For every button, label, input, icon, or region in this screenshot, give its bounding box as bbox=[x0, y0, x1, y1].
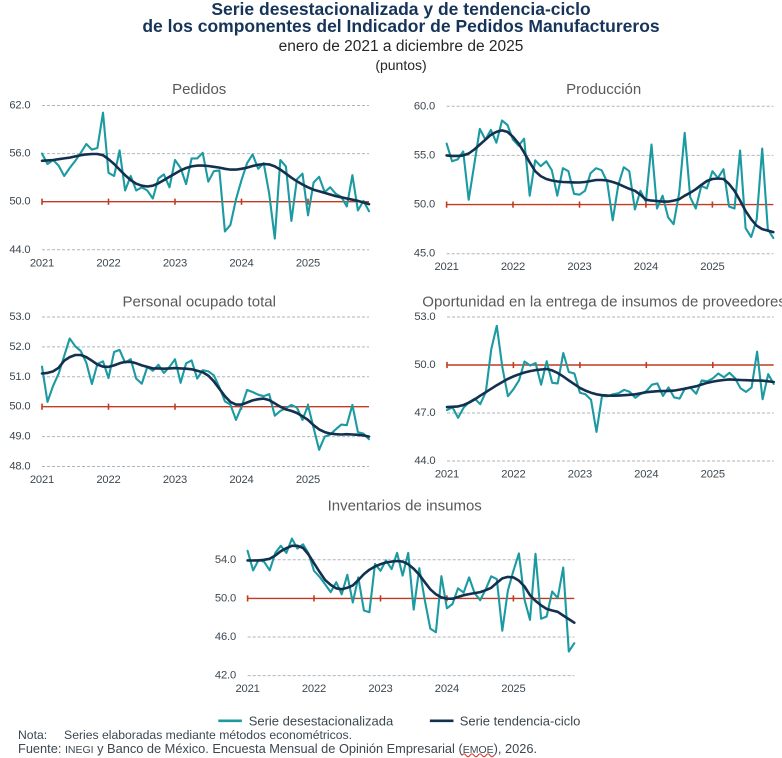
svg-text:60.0: 60.0 bbox=[414, 100, 435, 112]
svg-text:2025: 2025 bbox=[296, 474, 320, 486]
svg-text:52.0: 52.0 bbox=[9, 341, 30, 353]
svg-text:2021: 2021 bbox=[235, 683, 259, 695]
svg-text:62.0: 62.0 bbox=[9, 100, 30, 112]
svg-text:Producción: Producción bbox=[566, 81, 641, 98]
svg-text:2021: 2021 bbox=[434, 261, 458, 273]
svg-text:Oportunidad en la entrega de i: Oportunidad en la entrega de insumos de … bbox=[422, 294, 782, 311]
svg-text:2023: 2023 bbox=[568, 469, 592, 481]
svg-text:2022: 2022 bbox=[96, 474, 120, 486]
svg-text:2022: 2022 bbox=[501, 469, 525, 481]
svg-text:Pedidos: Pedidos bbox=[172, 81, 226, 98]
svg-text:47.0: 47.0 bbox=[414, 407, 435, 419]
svg-text:45.0: 45.0 bbox=[414, 248, 435, 260]
svg-text:2021: 2021 bbox=[30, 474, 54, 486]
svg-text:2024: 2024 bbox=[229, 257, 253, 269]
svg-text:49.0: 49.0 bbox=[9, 431, 30, 443]
svg-text:42.0: 42.0 bbox=[215, 670, 236, 682]
svg-text:2025: 2025 bbox=[296, 257, 320, 269]
svg-text:2022: 2022 bbox=[501, 261, 525, 273]
svg-text:2024: 2024 bbox=[435, 683, 459, 695]
svg-text:50.0: 50.0 bbox=[9, 401, 30, 413]
svg-text:2023: 2023 bbox=[163, 257, 187, 269]
svg-text:50.0: 50.0 bbox=[215, 592, 236, 604]
svg-text:53.0: 53.0 bbox=[414, 311, 435, 323]
svg-text:2022: 2022 bbox=[302, 683, 326, 695]
svg-text:55.0: 55.0 bbox=[414, 149, 435, 161]
svg-text:50.0: 50.0 bbox=[414, 199, 435, 211]
svg-text:2024: 2024 bbox=[229, 474, 253, 486]
svg-text:48.0: 48.0 bbox=[9, 461, 30, 473]
svg-text:44.0: 44.0 bbox=[9, 244, 30, 256]
svg-text:2025: 2025 bbox=[501, 683, 525, 695]
svg-text:2024: 2024 bbox=[634, 469, 658, 481]
svg-text:Inventarios de insumos: Inventarios de insumos bbox=[328, 498, 482, 515]
svg-text:Serie desestacionalizada: Serie desestacionalizada bbox=[249, 713, 394, 728]
svg-text:54.0: 54.0 bbox=[215, 554, 236, 566]
svg-text:2024: 2024 bbox=[634, 261, 658, 273]
svg-text:2023: 2023 bbox=[567, 261, 591, 273]
svg-text:46.0: 46.0 bbox=[215, 631, 236, 643]
svg-text:56.0: 56.0 bbox=[9, 148, 30, 160]
svg-text:2023: 2023 bbox=[163, 474, 187, 486]
svg-text:2021: 2021 bbox=[435, 469, 459, 481]
svg-text:2021: 2021 bbox=[30, 257, 54, 269]
svg-text:51.0: 51.0 bbox=[9, 371, 30, 383]
svg-text:50.0: 50.0 bbox=[414, 359, 435, 371]
svg-text:44.0: 44.0 bbox=[414, 455, 435, 467]
svg-text:2025: 2025 bbox=[700, 261, 724, 273]
svg-text:2023: 2023 bbox=[368, 683, 392, 695]
svg-text:53.0: 53.0 bbox=[9, 311, 30, 323]
svg-text:Personal ocupado total: Personal ocupado total bbox=[122, 294, 275, 311]
svg-text:2022: 2022 bbox=[96, 257, 120, 269]
svg-text:2025: 2025 bbox=[701, 469, 725, 481]
svg-text:50.0: 50.0 bbox=[9, 196, 30, 208]
svg-text:Serie tendencia-ciclo: Serie tendencia-ciclo bbox=[460, 713, 581, 728]
